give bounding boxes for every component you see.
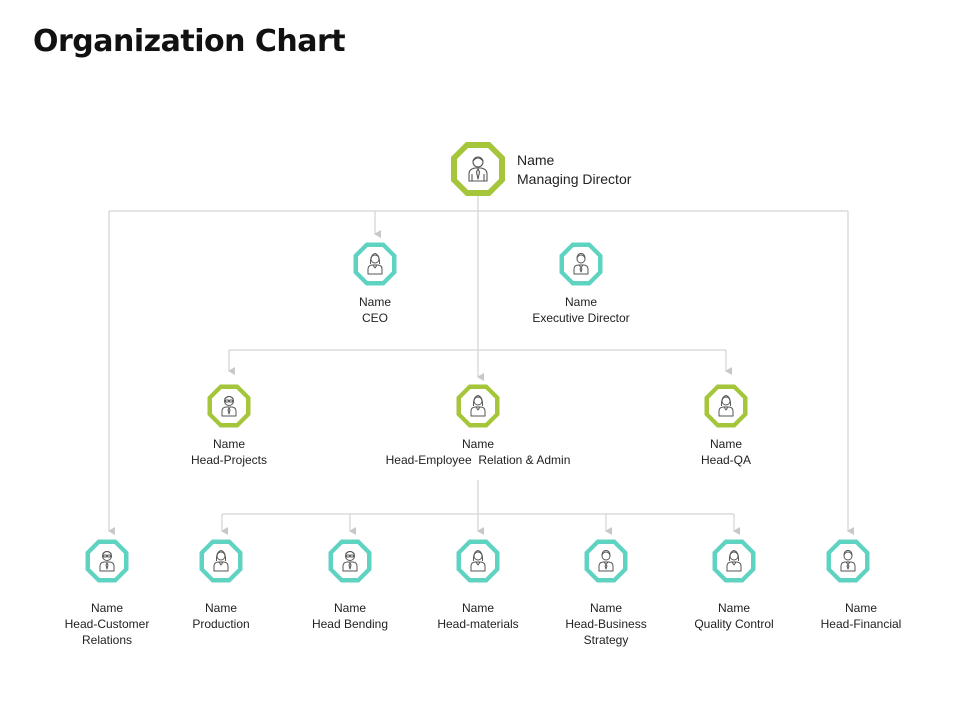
node-role: Managing Director [517,171,632,187]
node-head-materials[interactable] [455,538,501,584]
label-head-customer-relations: Name Head-Customer Relations [52,600,162,648]
person-man-icon [598,550,614,572]
node-managing-director[interactable] [449,140,507,198]
label-head-projects: Name Head-Projects [169,436,289,468]
node-head-qa[interactable] [703,383,749,429]
node-role: Production [192,617,250,631]
node-head-projects[interactable] [206,383,252,429]
node-name: Name [517,152,555,168]
node-name: Name [564,295,597,309]
node-name: Name [212,437,245,451]
person-woman-icon [718,395,734,417]
label-quality-control: Name Quality Control [679,600,789,632]
node-quality-control[interactable] [711,538,757,584]
node-name: Name [333,601,366,615]
person-man-icon [573,253,589,275]
node-head-customer-relations[interactable] [84,538,130,584]
label-ceo: Name CEO [315,294,435,326]
node-name: Name [717,601,750,615]
page-title: Organization Chart [33,24,346,59]
person-man-icon [840,550,856,572]
node-role: Head-QA [700,453,752,467]
node-name: Name [844,601,877,615]
person-woman-icon [726,550,742,572]
node-role-line2: Relations [81,633,133,647]
person-woman-icon [470,550,486,572]
node-head-business-strategy[interactable] [583,538,629,584]
node-role: Head-Business [565,617,647,631]
node-role: Quality Control [694,617,774,631]
person-tie-icon [468,156,488,182]
label-executive-director: Name Executive Director [511,294,651,326]
node-name: Name [461,437,494,451]
node-name: Name [358,295,391,309]
person-glasses-icon [342,551,358,572]
node-executive-director[interactable] [558,241,604,287]
node-head-employee-relation[interactable] [455,383,501,429]
label-managing-director: Name Managing Director [517,151,631,189]
person-glasses-icon [99,551,115,572]
person-glasses-icon [221,396,237,417]
node-name: Name [461,601,494,615]
node-role: Head-Financial [820,617,902,631]
label-production: Name Production [166,600,276,632]
node-ceo[interactable] [352,241,398,287]
person-woman-icon [367,253,383,275]
node-role: Head-Customer [64,617,150,631]
label-head-business-strategy: Name Head-Business Strategy [551,600,661,648]
node-name: Name [589,601,622,615]
node-role: Head-Employee Relation & Admin [385,453,571,467]
node-role-line2: Strategy [583,633,629,647]
node-head-bending[interactable] [327,538,373,584]
node-role: Head Bending [311,617,389,631]
node-role: CEO [361,311,388,325]
label-head-materials: Name Head-materials [423,600,533,632]
node-role: Head-Projects [190,453,268,467]
label-head-employee-relation: Name Head-Employee Relation & Admin [353,436,603,468]
person-woman-icon [213,550,229,572]
node-production[interactable] [198,538,244,584]
label-head-bending: Name Head Bending [295,600,405,632]
node-head-financial[interactable] [825,538,871,584]
node-name: Name [709,437,742,451]
node-name: Name [204,601,237,615]
node-role: Head-materials [437,617,519,631]
label-head-qa: Name Head-QA [666,436,786,468]
label-head-financial: Name Head-Financial [806,600,916,632]
node-name: Name [90,601,123,615]
node-role: Executive Director [532,311,630,325]
person-woman-icon [470,395,486,417]
